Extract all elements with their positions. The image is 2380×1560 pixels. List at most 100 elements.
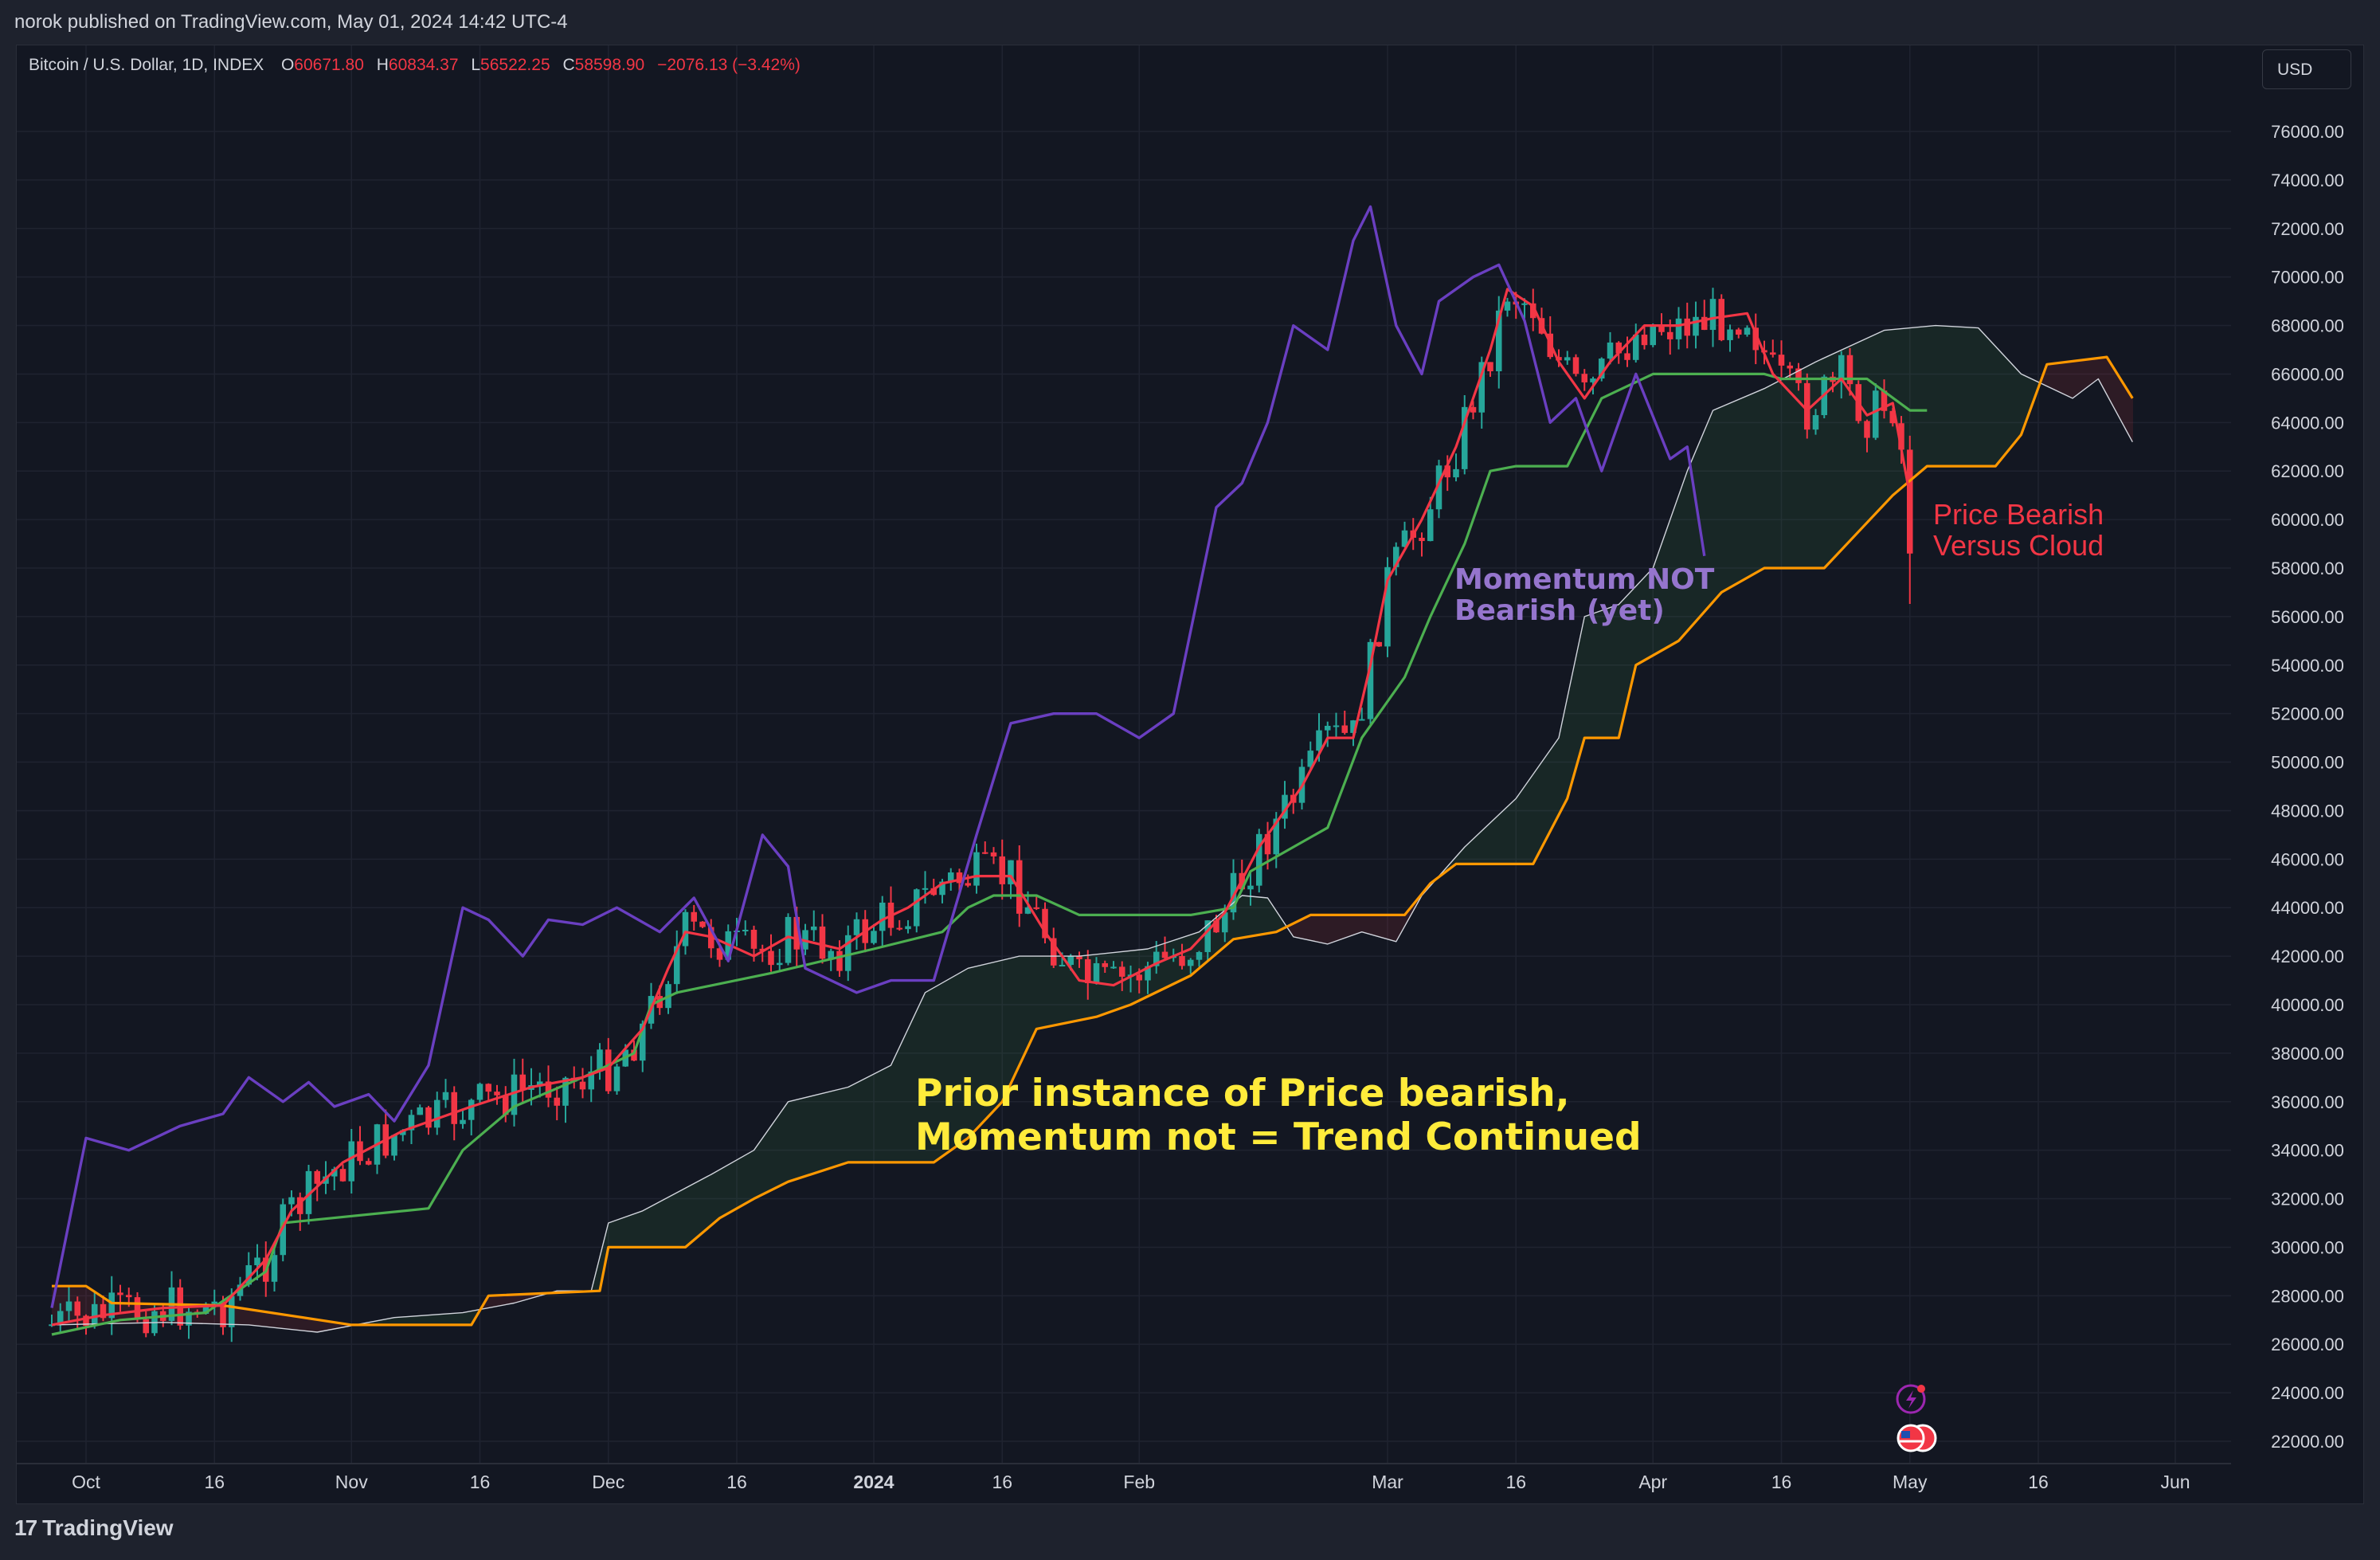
cloud-segment <box>962 970 965 1143</box>
cloud-segment <box>329 1321 331 1331</box>
time-tick-label[interactable]: Feb <box>1123 1472 1155 1492</box>
time-tick-label[interactable]: 16 <box>992 1472 1012 1492</box>
price-tick-label[interactable]: 48000.00 <box>2271 801 2344 821</box>
cloud-segment <box>1870 335 1873 519</box>
time-tick-label[interactable]: 16 <box>470 1472 491 1492</box>
time-tick-label[interactable]: Apr <box>1638 1472 1667 1492</box>
time-tick-label[interactable]: Mar <box>1372 1472 1403 1492</box>
cloud-segment <box>855 1082 857 1162</box>
price-axis[interactable]: 22000.00 24000.00 26000.00 28000.00 30000.00… <box>2271 122 2344 1452</box>
time-tick-label[interactable]: 16 <box>1771 1472 1792 1492</box>
events-markers[interactable] <box>1896 1384 1937 1452</box>
price-tick-label[interactable]: 24000.00 <box>2271 1383 2344 1403</box>
price-tick-label[interactable]: 74000.00 <box>2271 171 2344 190</box>
candle-body <box>100 1303 107 1319</box>
time-tick-label[interactable]: 16 <box>1505 1472 1526 1492</box>
tenkan-conversion-line <box>51 288 1912 1327</box>
ohlc-legend[interactable]: Bitcoin / U.S. Dollar, 1D, INDEX O60671.… <box>29 56 808 75</box>
cloud-segment <box>322 1320 324 1331</box>
candle-body <box>1727 329 1733 340</box>
price-tick-label[interactable]: 30000.00 <box>2271 1237 2344 1257</box>
candle-body <box>1358 719 1365 721</box>
time-tick-label[interactable]: Jun <box>2160 1472 2190 1492</box>
price-tick-label[interactable]: 58000.00 <box>2271 559 2344 578</box>
cloud-segment <box>279 1314 281 1329</box>
tradingview-logo[interactable]: 17 TradingView <box>14 1515 174 1541</box>
cloud-segment <box>936 985 938 1161</box>
symbol-name[interactable]: Bitcoin / U.S. Dollar, 1D, INDEX <box>29 56 264 74</box>
price-tick-label[interactable]: 54000.00 <box>2271 656 2344 676</box>
cloud-segment <box>609 1221 611 1248</box>
cloud-segment <box>1696 445 1698 621</box>
time-tick-label[interactable]: May <box>1893 1472 1928 1492</box>
cloud-segment <box>324 1320 327 1331</box>
cloud-segment <box>769 1126 771 1192</box>
price-tick-label[interactable]: 44000.00 <box>2271 898 2344 918</box>
price-tick-label[interactable]: 40000.00 <box>2271 995 2344 1015</box>
time-tick-label[interactable]: Nov <box>335 1472 368 1492</box>
price-tick-label[interactable]: 46000.00 <box>2271 849 2344 869</box>
cloud-segment <box>2104 357 2107 395</box>
chart-canvas[interactable]: 22000.00 24000.00 26000.00 28000.00 30000.00… <box>17 45 2364 1504</box>
cloud-segment <box>1254 896 1256 936</box>
price-tick-label[interactable]: 66000.00 <box>2271 364 2344 384</box>
cloud-segment <box>1132 950 1134 1005</box>
time-tick-label[interactable]: Oct <box>72 1472 100 1492</box>
price-tick-label[interactable]: 42000.00 <box>2271 947 2344 966</box>
time-tick-label[interactable]: 16 <box>726 1472 747 1492</box>
cloud-segment <box>1053 956 1055 1026</box>
price-tick-label[interactable]: 64000.00 <box>2271 413 2344 433</box>
price-tick-label[interactable]: 68000.00 <box>2271 316 2344 336</box>
cloud-segment <box>1249 896 1251 937</box>
price-tick-label[interactable]: 34000.00 <box>2271 1141 2344 1161</box>
price-tick-label[interactable]: 60000.00 <box>2271 510 2344 530</box>
price-tick-label[interactable]: 28000.00 <box>2271 1286 2344 1306</box>
price-tick-label[interactable]: 52000.00 <box>2271 704 2344 724</box>
cloud-segment <box>1476 833 1478 864</box>
cloud-segment <box>632 1213 635 1248</box>
price-tick-label[interactable]: 22000.00 <box>2271 1432 2344 1452</box>
candle-body <box>896 927 903 930</box>
cloud-segment <box>969 967 972 1137</box>
cloud-segment <box>926 990 929 1162</box>
time-tick-label[interactable]: 16 <box>2028 1472 2049 1492</box>
time-axis[interactable]: Oct 16 Nov 16 Dec 16 2024 16 Feb Mar 16 Apr 16 May 16 J… <box>72 1472 2190 1492</box>
cloud-segment <box>1008 958 1010 1091</box>
cloud-segment <box>1932 325 1935 467</box>
price-tick-label[interactable]: 70000.00 <box>2271 268 2344 288</box>
cloud-segment <box>2069 361 2071 398</box>
cloud-segment <box>439 1314 441 1325</box>
cloud-segment <box>776 1115 778 1188</box>
candle-body <box>1247 885 1254 890</box>
candle-body <box>1675 318 1682 339</box>
candle-body <box>391 1135 397 1156</box>
cloud-segment <box>453 1313 456 1325</box>
cloud-segment <box>869 1075 871 1162</box>
price-tick-label[interactable]: 32000.00 <box>2271 1190 2344 1209</box>
price-tick-label[interactable]: 50000.00 <box>2271 753 2344 773</box>
cloud-segment <box>1242 896 1244 939</box>
price-tick-label[interactable]: 36000.00 <box>2271 1092 2344 1112</box>
price-tick-label[interactable]: 72000.00 <box>2271 219 2344 239</box>
price-tick-label[interactable]: 56000.00 <box>2271 607 2344 627</box>
time-tick-label[interactable]: 2024 <box>853 1472 894 1492</box>
cloud-segment <box>499 1295 501 1307</box>
cloud-segment <box>680 1190 683 1248</box>
cloud-segment <box>1987 337 1990 467</box>
price-tick-label[interactable]: 62000.00 <box>2271 461 2344 481</box>
time-tick-label[interactable]: Dec <box>592 1472 624 1492</box>
currency-button[interactable]: USD <box>2262 49 2351 89</box>
cloud-segment <box>888 1065 891 1162</box>
time-tick-label[interactable]: 16 <box>204 1472 225 1492</box>
cloud-segment <box>1383 915 1385 939</box>
candle-body <box>1033 907 1040 909</box>
cloud-segment <box>1686 468 1689 633</box>
cloud-segment <box>711 1173 714 1225</box>
price-tick-label[interactable]: 76000.00 <box>2271 122 2344 142</box>
cloud-segment <box>683 1188 685 1248</box>
price-tick-label[interactable]: 26000.00 <box>2271 1335 2344 1354</box>
candle-body <box>1693 316 1699 336</box>
chart-panel[interactable]: 22000.00 24000.00 26000.00 28000.00 30000.00… <box>16 45 2364 1504</box>
price-tick-label[interactable]: 38000.00 <box>2271 1044 2344 1064</box>
candle-body <box>494 1092 500 1096</box>
